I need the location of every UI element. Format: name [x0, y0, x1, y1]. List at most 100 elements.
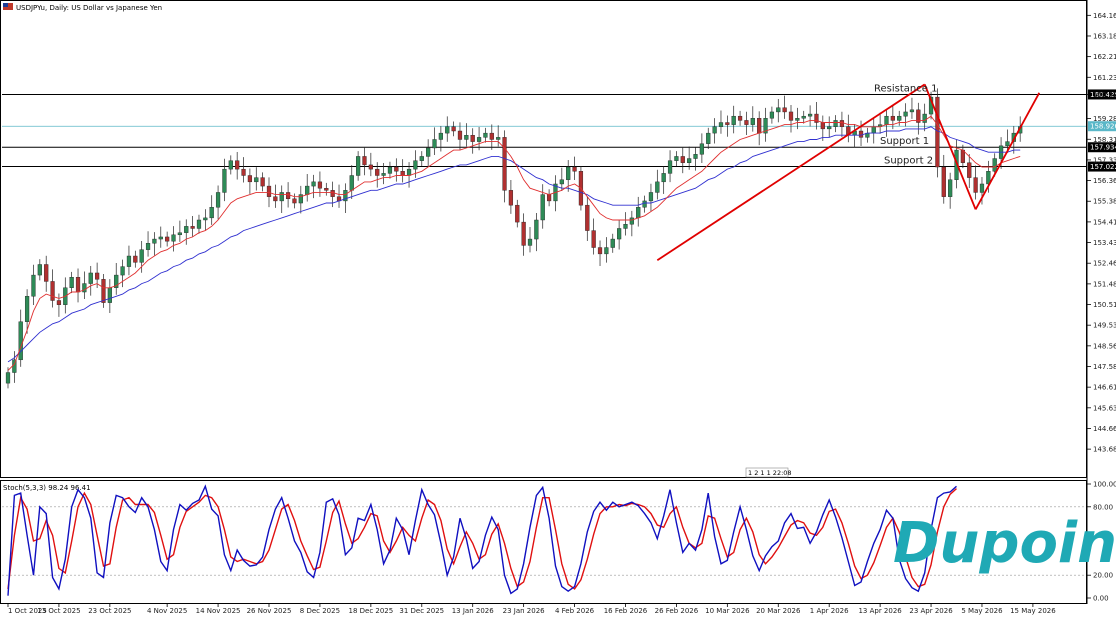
candle-up: [871, 126, 876, 134]
candle-down: [973, 177, 978, 193]
candle-down: [324, 188, 329, 191]
candle-down: [788, 111, 794, 121]
candle-up: [24, 296, 30, 322]
candle-up: [387, 166, 393, 174]
stoch-axis-label: 100.00: [1093, 481, 1116, 489]
candle-up: [483, 132, 488, 138]
candle-down: [546, 194, 552, 202]
candle-down: [941, 166, 946, 197]
candle-down: [375, 168, 380, 176]
candle-down: [502, 137, 507, 191]
candle-up: [279, 192, 284, 202]
ema-fast-line: [7, 115, 1021, 371]
level-price-tag-label: 157.022: [1090, 163, 1116, 171]
candle-down: [235, 160, 240, 170]
candle-up: [903, 111, 908, 117]
candle-up: [661, 173, 666, 183]
candle-up: [1005, 141, 1010, 147]
candle-down: [165, 236, 170, 242]
time-axis-label: 15 May 2026: [1010, 607, 1056, 615]
candle-down: [44, 264, 49, 282]
time-axis-label: 5 May 2026: [961, 607, 1003, 615]
price-axis-label: 160.425: [1093, 91, 1116, 99]
candle-down: [285, 192, 291, 200]
candle-down: [757, 118, 762, 134]
dupoin-logo-text: Dupoin: [893, 511, 1116, 576]
candle-down: [572, 166, 577, 172]
price-axis-label: 143.685: [1093, 446, 1116, 454]
price-axis-label: 163.185: [1093, 32, 1116, 40]
time-axis-label: 13 Apr 2026: [858, 607, 902, 615]
candle-up: [88, 272, 93, 284]
candle-up: [158, 236, 163, 240]
candle-up: [69, 276, 74, 288]
candle-up: [636, 207, 641, 219]
candle-up: [107, 287, 112, 303]
candle-down: [273, 196, 278, 202]
ema-slow-line: [7, 126, 1021, 363]
time-axis-label: 16 Feb 2026: [604, 607, 648, 615]
time-axis-label: 23 Jan 2026: [503, 607, 546, 615]
time-axis-label: 10 Mar 2026: [705, 607, 750, 615]
candle-up: [18, 321, 23, 361]
candle-up: [559, 179, 564, 185]
candle-up: [5, 372, 11, 384]
candle-down: [470, 135, 475, 142]
candle-up: [699, 143, 704, 155]
price-axis-label: 151.485: [1093, 280, 1116, 288]
candle-up: [617, 228, 622, 240]
current-price-tag-label: 158.926: [1090, 123, 1116, 131]
candle-up: [196, 219, 202, 229]
candle-down: [839, 120, 845, 127]
candle-up: [184, 226, 189, 233]
symbol-flag-icon-canton: [3, 3, 8, 7]
candle-up: [986, 171, 991, 185]
price-axis-label: 146.610: [1093, 384, 1116, 392]
price-axis-label: 149.535: [1093, 322, 1116, 330]
candle-up: [152, 238, 157, 244]
price-axis-label: 155.385: [1093, 198, 1116, 206]
stoch-d-line: [7, 488, 957, 590]
candle-up: [228, 160, 233, 170]
candle-up: [120, 266, 125, 276]
price-axis-label: 148.560: [1093, 342, 1116, 350]
candle-down: [75, 276, 81, 293]
candle-down: [737, 115, 743, 121]
candle-up: [209, 207, 214, 219]
candle-up: [298, 194, 303, 204]
candle-up: [566, 166, 571, 180]
candle-down: [317, 181, 323, 189]
stoch-axis-label: 0.00: [1093, 595, 1109, 603]
candle-up: [623, 224, 628, 229]
price-axis-label: 161.235: [1093, 74, 1116, 82]
candle-down: [368, 164, 373, 170]
price-axis-label: 147.585: [1093, 363, 1116, 371]
candle-down: [56, 300, 62, 305]
candle-up: [203, 217, 208, 221]
candle-up: [254, 177, 259, 183]
candle-up: [540, 194, 545, 221]
candle-up: [795, 118, 800, 121]
current-price-tag: [1088, 121, 1116, 132]
candle-down: [680, 156, 685, 163]
level-price-tag-label: 160.425: [1090, 91, 1116, 99]
candle-down: [50, 281, 55, 301]
candle-down: [247, 175, 253, 183]
candle-up: [604, 247, 609, 255]
candle-up: [438, 132, 443, 140]
time-axis-label: 23 Apr 2026: [909, 607, 953, 615]
candle-up: [769, 111, 775, 119]
price-axis-label: 164.160: [1093, 12, 1116, 20]
price-axis-label: 144.660: [1093, 425, 1116, 433]
candle-up: [801, 115, 806, 119]
candle-down: [744, 120, 749, 125]
chart-title: USDJPYu, Daily: US Dollar vs Japanese Ye…: [16, 4, 162, 12]
candle-up: [655, 181, 660, 193]
price-axis-label: 158.310: [1093, 136, 1116, 144]
time-axis-label: 18 Dec 2025: [348, 607, 393, 615]
candle-up: [648, 192, 654, 202]
candle-up: [922, 113, 927, 123]
candle-down: [451, 126, 456, 132]
